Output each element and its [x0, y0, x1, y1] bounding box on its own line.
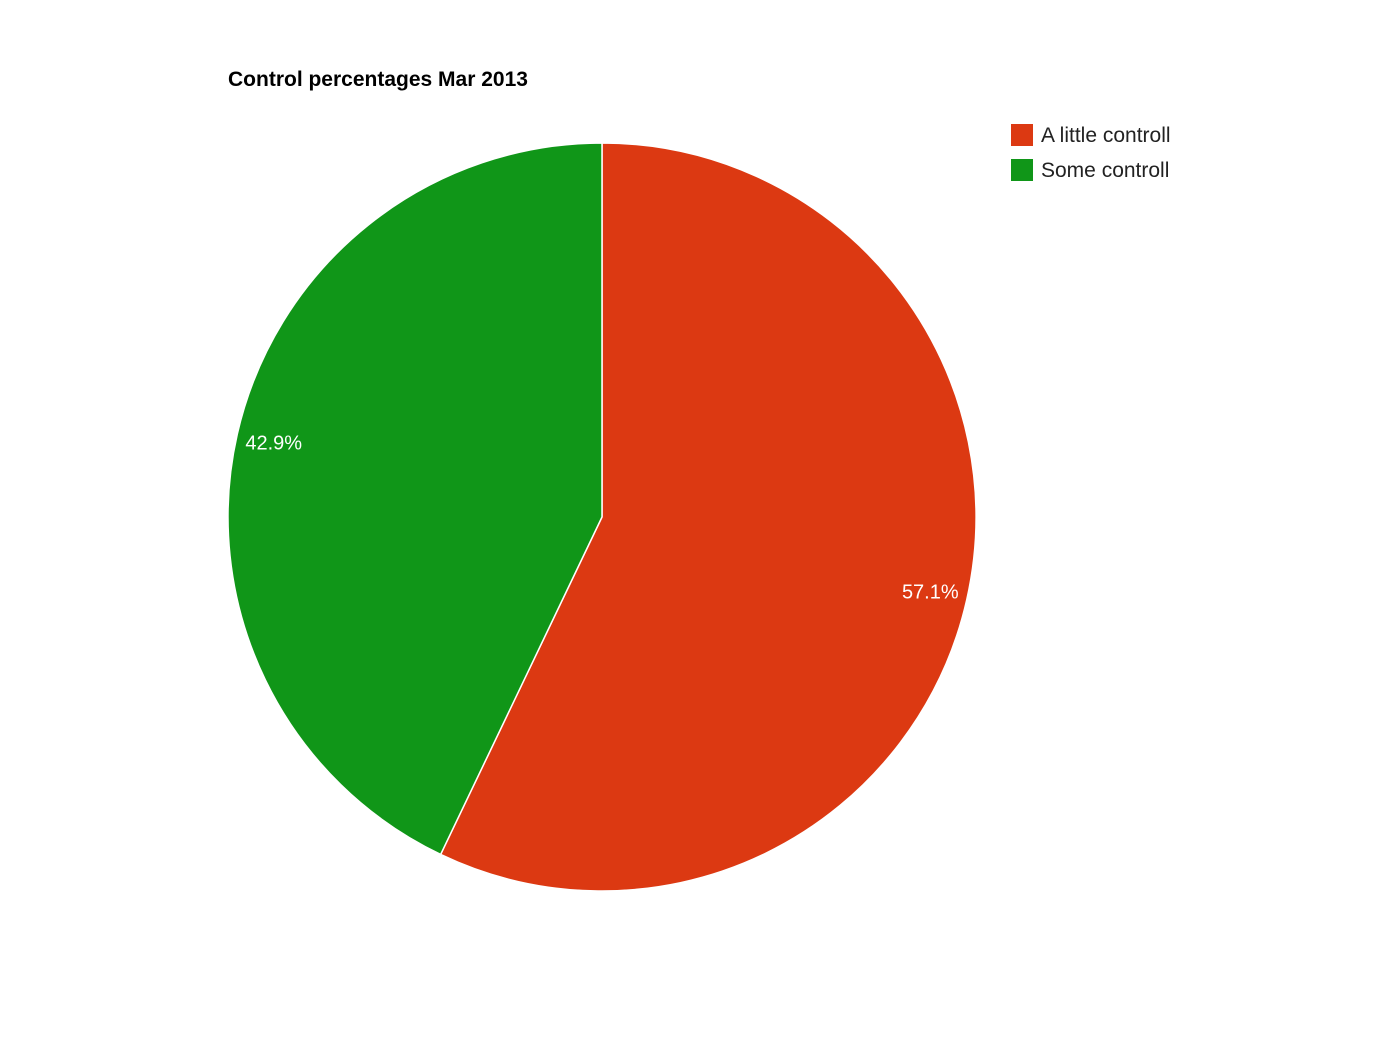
legend-swatch [1011, 159, 1033, 181]
chart-title: Control percentages Mar 2013 [228, 68, 528, 91]
pie-slice-some-controll[interactable] [227, 142, 603, 856]
pie-slice-labels: 57.1% 42.9% [245, 433, 959, 604]
legend-swatch [1011, 124, 1033, 146]
legend-item-some-controll[interactable]: Some controll [1011, 159, 1169, 182]
legend-label: A little controll [1041, 124, 1171, 147]
pie-slice-a-little-controll[interactable] [439, 142, 977, 892]
legend-item-a-little-controll[interactable]: A little controll [1011, 124, 1171, 147]
legend-label: Some controll [1041, 159, 1169, 182]
slice-value-label: 57.1% [902, 582, 959, 604]
slice-value-label: 42.9% [245, 433, 302, 455]
pie-slices [227, 142, 977, 892]
legend: A little controll Some controll [1011, 124, 1171, 182]
